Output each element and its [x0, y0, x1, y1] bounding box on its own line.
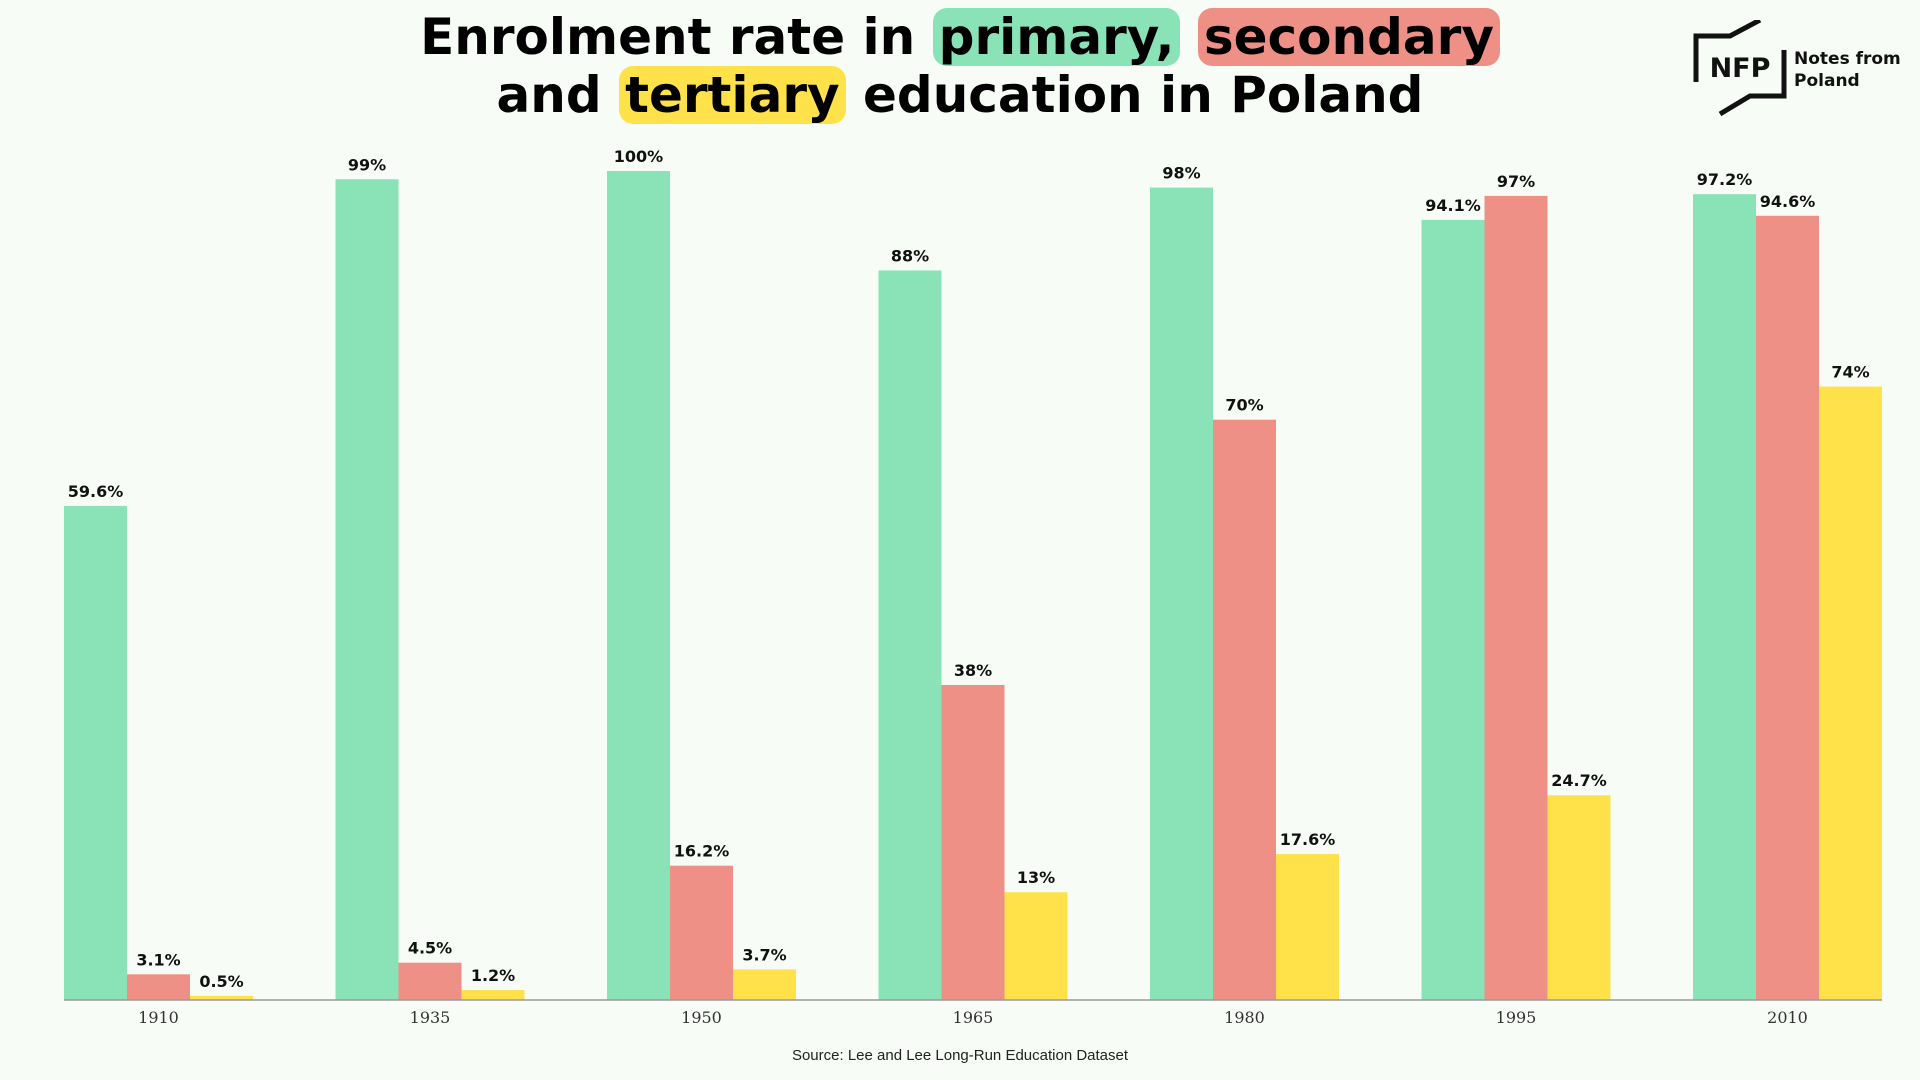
nfp-logo: NFP Notes from Poland [1690, 17, 1910, 120]
value-label-primary-1995: 94.1% [1425, 196, 1481, 215]
title-highlight-tertiary: tertiary [619, 66, 846, 124]
bar-chart: 59.6% 3.1% 0.5% 99% 4.5% 1.2% 100% 16.2% 3.7% 88%… [64, 147, 1882, 1027]
nfp-logo-icon: NFP [1693, 17, 1787, 117]
title-text-2: and [496, 66, 620, 124]
bar-primary-1935 [335, 179, 399, 1001]
bar-primary-1980 [1150, 187, 1213, 1000]
x-tick-label-1965: 1965 [953, 1008, 994, 1027]
bar-primary-1910 [64, 505, 127, 1000]
value-label-primary-1910: 59.6% [68, 482, 124, 501]
value-label-primary-1950: 100% [614, 147, 663, 166]
value-label-primary-1935: 99% [348, 155, 386, 174]
value-label-tertiary-2010: 74% [1831, 363, 1869, 382]
bar-secondary-1965 [941, 684, 1005, 1000]
value-label-secondary-1950: 16.2% [674, 842, 730, 861]
bar-tertiary-1935 [461, 990, 525, 1000]
bar-tertiary-1965 [1004, 892, 1068, 1000]
bar-secondary-1910 [127, 974, 190, 1000]
bar-tertiary-1980 [1276, 854, 1339, 1000]
bar-primary-1950 [607, 171, 670, 1000]
bars-layer [64, 171, 1882, 1001]
value-label-tertiary-1965: 13% [1017, 868, 1055, 887]
value-label-primary-1980: 98% [1162, 164, 1200, 183]
title-highlight-primary: primary, [932, 8, 1181, 66]
bar-tertiary-1910 [190, 995, 253, 1000]
value-label-secondary-1980: 70% [1225, 396, 1263, 415]
x-tick-label-1995: 1995 [1496, 1008, 1537, 1027]
value-label-tertiary-1950: 3.7% [742, 945, 786, 964]
bar-secondary-2010 [1756, 215, 1819, 1001]
bar-primary-1995 [1421, 219, 1485, 1000]
bar-primary-1965 [878, 270, 942, 1001]
value-label-primary-2010: 97.2% [1697, 170, 1753, 189]
bar-secondary-1980 [1213, 419, 1276, 1000]
x-tick-label-1980: 1980 [1224, 1008, 1265, 1027]
value-label-secondary-2010: 94.6% [1760, 192, 1816, 211]
bar-secondary-1995 [1484, 195, 1548, 1000]
value-label-tertiary-1980: 17.6% [1280, 830, 1336, 849]
value-label-secondary-1965: 38% [954, 661, 992, 680]
title-line-2: and tertiary education in Poland [0, 66, 1920, 124]
bar-tertiary-1950 [733, 969, 796, 1000]
bar-tertiary-2010 [1819, 386, 1882, 1000]
value-label-secondary-1935: 4.5% [408, 939, 452, 958]
value-label-tertiary-1910: 0.5% [199, 972, 243, 991]
title-highlight-secondary: secondary [1197, 8, 1500, 66]
logo-mark: NFP [1710, 53, 1771, 84]
x-tick-label-1910: 1910 [138, 1008, 179, 1027]
bar-primary-2010 [1693, 194, 1756, 1000]
logo-line-2: Poland [1794, 71, 1860, 91]
value-label-tertiary-1935: 1.2% [471, 966, 515, 985]
bar-tertiary-1995 [1547, 795, 1611, 1000]
logo-text: Notes from Poland [1794, 48, 1901, 92]
title-text-3: education in Poland [845, 66, 1424, 124]
value-label-secondary-1995: 97% [1497, 172, 1535, 191]
value-label-tertiary-1995: 24.7% [1551, 771, 1607, 790]
value-label-primary-1965: 88% [891, 246, 929, 265]
logo-line-1: Notes from [1794, 49, 1901, 69]
x-tick-label-1935: 1935 [410, 1008, 451, 1027]
value-labels-layer: 59.6% 3.1% 0.5% 99% 4.5% 1.2% 100% 16.2% 3.7% 88%… [68, 147, 1870, 991]
title-line-1: Enrolment rate in primary, secondary [0, 8, 1920, 66]
x-tick-label-1950: 1950 [681, 1008, 722, 1027]
x-axis-ticks: 1910 1935 1950 1965 1980 1995 2010 [138, 1008, 1808, 1027]
bar-secondary-1950 [670, 865, 733, 1000]
title-text-1: Enrolment rate in [420, 8, 933, 66]
chart-title: Enrolment rate in primary, secondary and… [0, 8, 1920, 124]
bar-secondary-1935 [398, 962, 462, 1000]
source-note: Source: Lee and Lee Long-Run Education D… [791, 1047, 1129, 1064]
value-label-secondary-1910: 3.1% [136, 950, 180, 969]
x-tick-label-2010: 2010 [1767, 1008, 1808, 1027]
